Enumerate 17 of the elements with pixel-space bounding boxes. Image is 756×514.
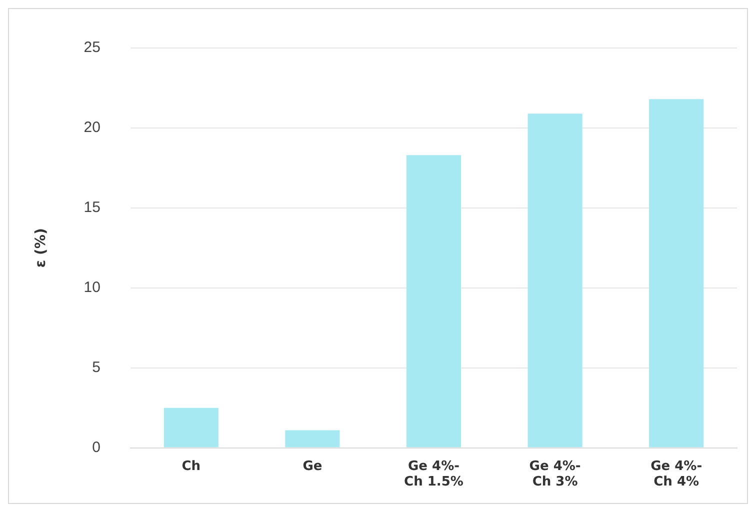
bar <box>285 430 340 448</box>
bar <box>164 408 218 448</box>
x-tick-label: Ge 4%-Ch 4% <box>650 458 702 490</box>
y-tick-label: 0 <box>92 438 100 456</box>
bar <box>649 99 704 448</box>
x-tick-label: Ge 4%-Ch 1.5% <box>404 458 464 490</box>
y-tick-label: 10 <box>84 279 100 296</box>
y-tick-label: 15 <box>84 199 100 216</box>
y-axis-title: ε (%) <box>33 228 50 268</box>
bar <box>528 114 582 448</box>
x-tick-label: Ge 4%-Ch 3% <box>529 458 581 490</box>
x-tick-label: Ch <box>182 458 201 474</box>
y-tick-label: 25 <box>84 39 100 56</box>
x-tick-label: Ge <box>302 458 322 474</box>
y-tick-label: 20 <box>84 119 100 136</box>
y-tick-label: 5 <box>92 358 100 376</box>
bar <box>406 155 462 448</box>
